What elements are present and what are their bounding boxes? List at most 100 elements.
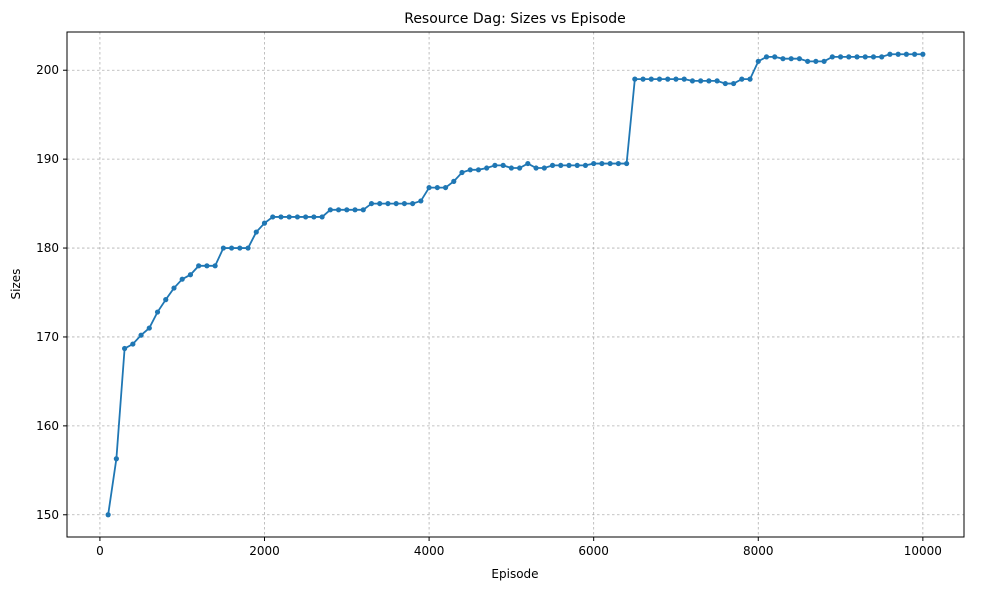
x-tick-label: 0 [96, 544, 104, 558]
data-point [294, 214, 301, 220]
data-point [854, 54, 860, 60]
data-point [360, 207, 366, 213]
data-point [656, 76, 663, 82]
data-point [368, 200, 375, 207]
data-point [278, 214, 284, 220]
data-point [187, 272, 194, 278]
data-point [739, 76, 745, 82]
series-layer [105, 51, 926, 518]
data-point [607, 160, 613, 167]
data-point [113, 456, 119, 462]
data-point [698, 78, 704, 84]
data-point [393, 200, 399, 207]
y-axis-ticks: 150 160 170 180 190 200 [36, 63, 67, 522]
plot-frame [66, 31, 965, 538]
series-line [107, 53, 923, 515]
data-point [648, 76, 654, 82]
data-point [879, 54, 885, 60]
data-point [640, 76, 646, 82]
data-point [492, 162, 498, 168]
x-tick-label: 10000 [904, 544, 942, 558]
y-tick-label: 180 [36, 241, 59, 255]
data-point [632, 76, 638, 82]
data-point [895, 51, 901, 57]
data-point [591, 160, 597, 167]
data-point [763, 54, 770, 60]
series-points [105, 51, 926, 518]
data-point [846, 54, 852, 60]
data-point [352, 207, 358, 213]
data-point [772, 54, 778, 60]
data-point [615, 160, 621, 167]
y-axis-label: Sizes [9, 269, 23, 300]
data-point [426, 184, 432, 191]
data-point [780, 56, 786, 62]
chart-title: Resource Dag: Sizes vs Episode [404, 11, 626, 27]
data-point [730, 80, 737, 87]
data-point [163, 297, 169, 303]
data-point [533, 165, 539, 171]
x-tick-label: 6000 [578, 544, 609, 558]
data-point [179, 276, 185, 282]
data-point [665, 76, 671, 82]
data-point [335, 207, 342, 213]
data-point [500, 162, 506, 168]
data-point [122, 345, 128, 352]
data-point [837, 54, 844, 60]
data-point [434, 184, 440, 191]
data-point [903, 51, 909, 57]
data-point [105, 512, 111, 518]
data-point [261, 220, 268, 226]
data-point [582, 162, 589, 168]
data-point [788, 56, 794, 62]
x-tick-label: 2000 [249, 544, 280, 558]
data-point [689, 78, 696, 84]
grid [67, 32, 964, 537]
data-point [253, 229, 259, 235]
data-point [377, 200, 383, 207]
data-point [327, 207, 333, 213]
data-point [138, 332, 144, 338]
data-point [558, 162, 564, 168]
data-point [130, 341, 136, 347]
data-point [805, 58, 811, 64]
data-point [286, 214, 292, 220]
data-point [821, 58, 827, 64]
y-tick-label: 150 [36, 508, 59, 522]
data-point [722, 80, 728, 87]
data-point [887, 51, 893, 57]
data-point [410, 200, 416, 207]
data-point [451, 178, 457, 184]
data-point [245, 245, 251, 251]
data-point [270, 214, 276, 220]
data-point [525, 160, 531, 167]
y-tick-label: 190 [36, 152, 59, 166]
data-point [459, 169, 465, 176]
data-point [870, 54, 877, 60]
data-point [706, 78, 712, 84]
data-point [212, 263, 218, 269]
data-point [829, 54, 835, 60]
x-tick-label: 4000 [414, 544, 445, 558]
data-point [681, 76, 687, 82]
data-point [599, 160, 605, 167]
data-point [813, 58, 819, 64]
data-point [508, 165, 514, 171]
y-tick-label: 200 [36, 63, 59, 77]
data-point [475, 167, 482, 173]
data-point [467, 167, 473, 173]
data-point [714, 78, 720, 84]
data-point [228, 245, 235, 251]
x-axis-ticks: 0 2000 4000 6000 8000 10000 [96, 537, 942, 558]
data-point [566, 162, 572, 168]
data-point [311, 214, 317, 220]
data-point [755, 58, 761, 64]
y-tick-label: 160 [36, 419, 59, 433]
data-point [418, 198, 424, 204]
data-point [204, 263, 210, 269]
data-point [862, 54, 868, 60]
data-point [319, 214, 325, 220]
data-point [344, 207, 350, 213]
